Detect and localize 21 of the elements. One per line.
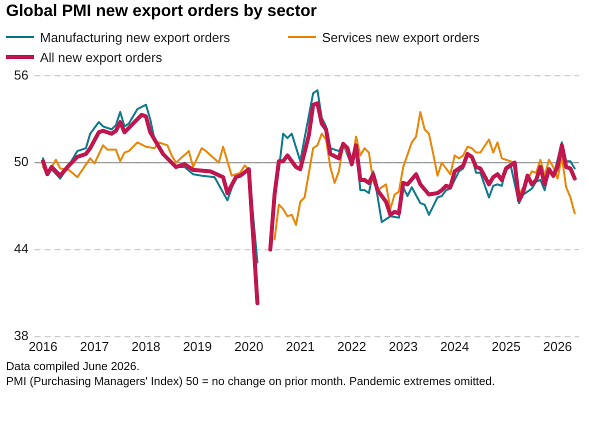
text: Data compiled June 2026. [6,360,141,375]
x-tick-label: 2020 [234,338,264,354]
x-tick-label: 2017 [80,338,109,354]
x-tick-label: 2021 [286,338,315,354]
x-tick-label: 2024 [440,338,470,354]
chart-title: Global PMI new export orders by sector [6,2,317,21]
text: PMI (Purchasing Managers' Index) 50 = no change on prior month. Pandemic extremes omitted. [6,375,495,390]
x-tick-label: 2026 [543,338,572,354]
x-tick-label: 2023 [388,338,418,354]
x-tick-label: 2018 [131,338,160,354]
y-tick-label: 50 [14,154,28,170]
x-tick-label: 2016 [28,338,58,354]
x-tick-label: 2019 [182,338,212,354]
legend-label: Services new export orders [322,30,480,44]
y-tick-label: 56 [14,67,28,82]
y-tick-label: 44 [14,241,28,256]
legend-label: All new export orders [40,50,162,64]
x-tick-label: 2022 [337,338,366,354]
y-tick-label: 38 [14,328,28,343]
legend-label: Manufacturing new export orders [40,30,230,44]
x-tick-label: 2025 [492,338,521,354]
